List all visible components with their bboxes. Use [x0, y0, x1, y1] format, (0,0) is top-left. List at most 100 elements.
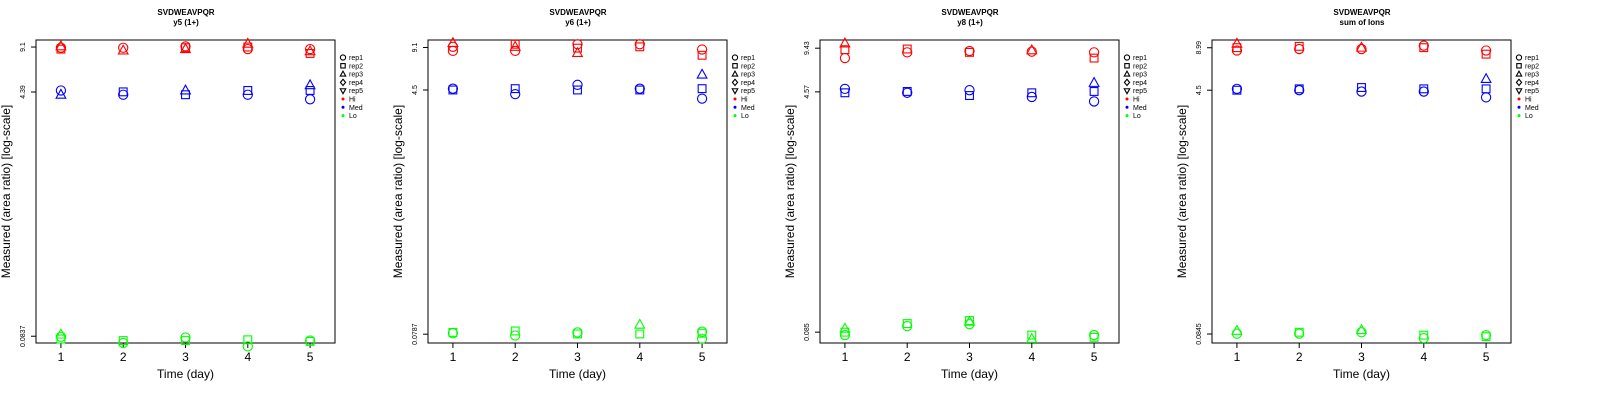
data-point-lo	[510, 326, 520, 336]
data-point-hi	[1356, 43, 1367, 55]
legend-dot-lo	[341, 114, 345, 118]
data-point-hi	[1418, 40, 1429, 51]
legend-symbol-rep3	[339, 69, 347, 77]
data-point-med	[696, 68, 708, 79]
data-point-hi	[696, 44, 708, 55]
data-point-hi	[1294, 43, 1305, 55]
data-point-med	[1026, 91, 1037, 103]
legend-label-med: Med	[1525, 105, 1539, 112]
legend-symbol-rep3	[1515, 69, 1523, 77]
y-tick-label: 9.1	[20, 42, 27, 52]
legend-label-rep3: rep3	[349, 72, 363, 79]
x-tick-label: 4	[244, 350, 251, 364]
data-point-med	[1480, 72, 1492, 84]
data-point-med	[1480, 92, 1492, 103]
data-point-hi	[117, 44, 129, 55]
legend-label-rep3: rep3	[741, 72, 755, 79]
y-tick-label: 8.99	[1196, 41, 1203, 55]
data-point-med	[696, 93, 708, 104]
data-point-lo	[118, 337, 129, 349]
data-point-med	[1088, 76, 1100, 87]
x-tick-label: 2	[904, 350, 911, 364]
legend-dot-hi	[341, 97, 345, 101]
data-point-med	[55, 88, 67, 99]
data-point-hi	[447, 45, 459, 57]
data-point-lo	[964, 319, 975, 330]
x-tick-label: 2	[512, 350, 519, 364]
data-point-hi	[447, 41, 459, 52]
data-point-med	[181, 90, 190, 100]
data-point-lo	[635, 329, 645, 339]
data-point-lo	[1355, 323, 1368, 335]
data-point-med	[1481, 84, 1491, 94]
data-point-med	[447, 83, 459, 94]
legend-label-med: Med	[1133, 105, 1147, 112]
x-tick-label: 5	[1483, 350, 1490, 364]
data-point-lo	[118, 336, 128, 346]
legend-symbol-rep2	[340, 63, 346, 69]
legend-label-hi: Hi	[1133, 97, 1140, 104]
data-point-lo	[1356, 327, 1367, 338]
legend-dot-lo	[733, 114, 737, 118]
data-point-hi	[1294, 41, 1304, 51]
y-tick-label: 9.1	[412, 43, 419, 53]
data-point-lo	[448, 327, 458, 337]
legend-label-rep4: rep4	[1133, 80, 1147, 87]
chart-title: SVDWEAVPQR	[1333, 8, 1390, 17]
data-point-med	[572, 79, 583, 90]
y-axis-label: Measured (area ratio) [log-scale]	[391, 105, 405, 278]
data-point-lo	[1026, 332, 1038, 343]
chart-title: SVDWEAVPQR	[157, 8, 214, 17]
legend-label-rep5: rep5	[1133, 88, 1147, 95]
legend-dot-hi	[1125, 97, 1129, 101]
x-tick-label: 2	[120, 350, 127, 364]
legend-label-rep2: rep2	[1525, 63, 1539, 70]
legend-label-rep3: rep3	[1525, 72, 1539, 79]
legend-label-hi: Hi	[741, 97, 748, 104]
plot-frame	[1211, 39, 1512, 344]
plot-frame	[427, 39, 728, 344]
data-point-med	[1294, 84, 1304, 94]
data-point-lo	[181, 336, 190, 346]
y-axis-label: Measured (area ratio) [log-scale]	[783, 105, 797, 278]
data-point-med	[118, 89, 129, 100]
data-point-hi	[1026, 46, 1037, 57]
data-point-med	[448, 85, 458, 95]
data-point-med	[840, 88, 850, 98]
data-point-med	[55, 85, 67, 96]
data-point-med	[179, 84, 192, 95]
data-point-med	[573, 85, 582, 95]
data-point-lo	[839, 329, 851, 341]
data-point-lo	[55, 328, 67, 339]
data-point-lo	[963, 315, 976, 326]
legend-label-rep5: rep5	[1525, 88, 1539, 95]
x-tick-label: 1	[842, 350, 849, 364]
data-point-lo	[242, 341, 253, 352]
data-point-med	[635, 85, 645, 95]
data-point-hi	[1089, 53, 1099, 63]
legend-symbol-rep4	[339, 78, 347, 87]
data-point-hi	[635, 42, 645, 52]
data-point-med	[839, 83, 851, 95]
legend-dot-med	[1517, 105, 1521, 109]
data-point-hi	[634, 39, 645, 50]
data-point-lo	[572, 327, 583, 338]
data-point-med	[304, 94, 316, 105]
data-point-lo	[243, 335, 253, 345]
legend-label-lo: Lo	[741, 113, 749, 120]
legend-label-rep5: rep5	[349, 88, 363, 95]
data-point-hi	[55, 39, 67, 51]
data-point-med	[304, 78, 316, 90]
legend-label-med: Med	[349, 105, 363, 112]
legend-symbol-rep1	[731, 54, 739, 61]
data-point-hi	[1481, 49, 1491, 59]
legend-label-rep1: rep1	[1525, 55, 1539, 62]
data-point-hi	[1231, 37, 1243, 48]
x-tick-label: 5	[699, 350, 706, 364]
legend-dot-hi	[733, 97, 737, 101]
data-point-med	[1088, 96, 1100, 107]
data-point-med	[1231, 83, 1243, 94]
data-point-med	[1419, 84, 1429, 94]
